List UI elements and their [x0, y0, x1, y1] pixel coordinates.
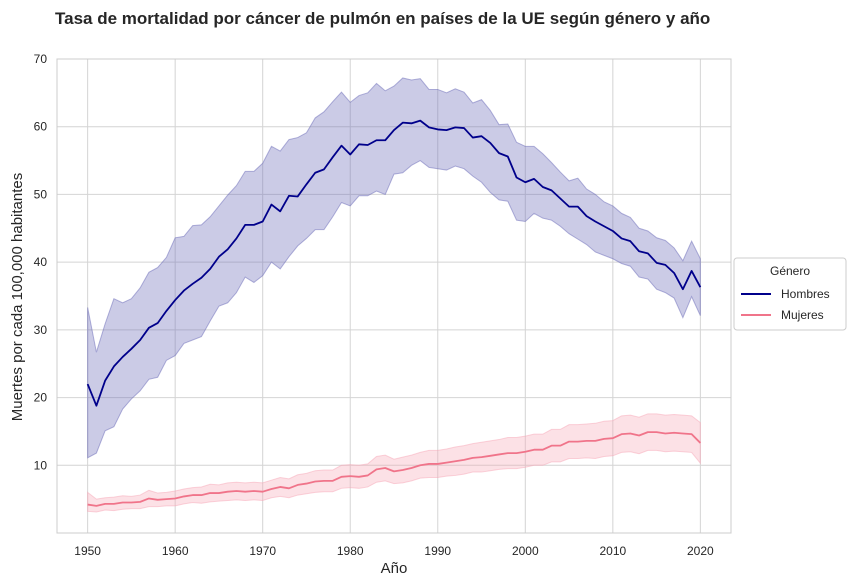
confidence-bands — [87, 77, 701, 513]
series-line-mujeres — [87, 431, 701, 507]
plot-area — [56, 58, 732, 534]
x-axis-label: Año — [381, 560, 408, 577]
legend-box — [733, 257, 847, 331]
y-tick-label: 60 — [34, 120, 48, 134]
x-tick-label: 1990 — [424, 544, 451, 558]
confidence-band-mujeres — [87, 413, 701, 513]
x-tick-label: 2000 — [512, 544, 539, 558]
y-tick-label: 70 — [34, 52, 48, 66]
legend-label-mujeres: Mujeres — [781, 308, 824, 322]
chart-title: Tasa de mortalidad por cáncer de pulmón … — [55, 9, 710, 28]
x-tick-label: 1950 — [74, 544, 101, 558]
y-tick-labels: 10 20 30 40 50 60 70 — [34, 52, 48, 472]
x-tick-label: 2020 — [687, 544, 714, 558]
x-tick-label: 2010 — [599, 544, 626, 558]
x-tick-label: 1970 — [249, 544, 276, 558]
y-axis-label: Muertes por cada 100,000 habitantes — [9, 173, 26, 422]
plot-frame — [56, 58, 732, 534]
x-tick-label: 1960 — [162, 544, 189, 558]
legend-label-hombres: Hombres — [781, 287, 830, 301]
x-tick-label: 1980 — [337, 544, 364, 558]
series-lines — [86, 119, 702, 507]
x-tick-labels: 1950 1960 1970 1980 1990 2000 2010 2020 — [74, 544, 714, 558]
y-tick-label: 40 — [34, 255, 48, 269]
legend: Género Hombres Mujeres — [733, 257, 847, 331]
y-tick-label: 50 — [34, 187, 48, 201]
confidence-band-hombres — [87, 77, 701, 459]
series-line-hombres — [86, 119, 702, 407]
y-tick-label: 10 — [34, 458, 48, 472]
legend-title: Género — [770, 264, 810, 278]
y-tick-label: 20 — [34, 391, 48, 405]
legend-items: Hombres Mujeres — [741, 287, 830, 322]
y-tick-label: 30 — [34, 323, 48, 337]
